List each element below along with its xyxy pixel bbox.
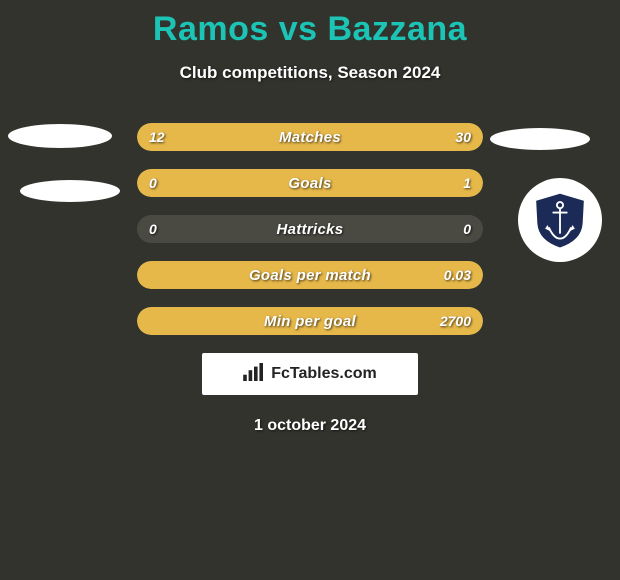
brand-text: FcTables.com (271, 365, 377, 383)
stat-label: Goals (137, 169, 483, 197)
bars-icon (243, 363, 265, 386)
stat-row: Goals per match0.03 (137, 261, 483, 289)
page-title: Ramos vs Bazzana (0, 0, 620, 49)
stat-right-value: 30 (455, 123, 471, 151)
stat-right-value: 0 (463, 215, 471, 243)
stat-right-value: 2700 (440, 307, 471, 335)
stat-row: 12Matches30 (137, 123, 483, 151)
stat-label: Min per goal (137, 307, 483, 335)
stat-row: Min per goal2700 (137, 307, 483, 335)
stat-row: 0Goals1 (137, 169, 483, 197)
stat-label: Matches (137, 123, 483, 151)
stat-label: Hattricks (137, 215, 483, 243)
stat-right-value: 0.03 (444, 261, 471, 289)
date-line: 1 october 2024 (0, 417, 620, 435)
brand-box[interactable]: FcTables.com (202, 353, 418, 395)
stat-row: 0Hattricks0 (137, 215, 483, 243)
stat-label: Goals per match (137, 261, 483, 289)
stats-block: 12Matches300Goals10Hattricks0Goals per m… (0, 123, 620, 335)
page-subtitle: Club competitions, Season 2024 (0, 63, 620, 83)
stat-right-value: 1 (463, 169, 471, 197)
